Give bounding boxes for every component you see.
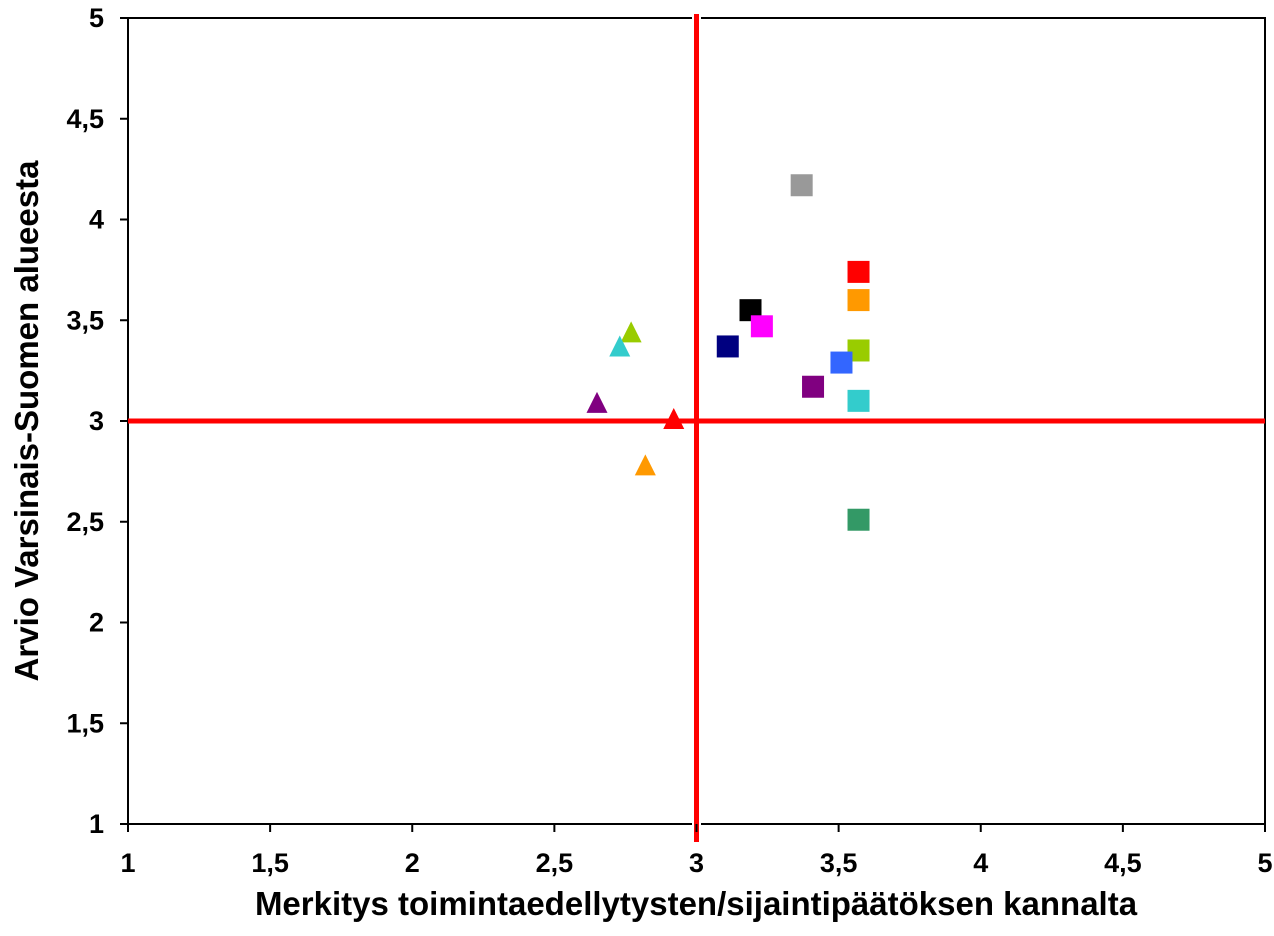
x-tick-label: 1 [120, 848, 135, 878]
x-tick-label: 1,5 [251, 848, 289, 878]
y-tick-label: 3,5 [66, 305, 104, 335]
square-point [847, 339, 870, 362]
triangle-point [609, 335, 631, 357]
triangle-point [586, 391, 608, 413]
square-point [750, 315, 773, 338]
y-tick-label: 2,5 [66, 507, 104, 537]
y-tick-label: 5 [89, 3, 104, 33]
y-tick-label: 4 [89, 205, 104, 235]
square-point [716, 335, 739, 358]
triangle-point [620, 321, 642, 343]
square-point [830, 351, 853, 374]
y-axis-title: Arvio Varsinais-Suomen alueesta [8, 160, 45, 682]
square-point [847, 289, 870, 312]
y-axis-ticks: 1 1,5 2 2,5 3 3,5 4 4,5 5 [66, 3, 128, 839]
x-axis-title: Merkitys toimintaedellytysten/sijaintipä… [255, 885, 1138, 922]
x-tick-label: 4 [973, 848, 988, 878]
square-point [790, 174, 813, 197]
y-tick-label: 1,5 [66, 708, 104, 738]
x-tick-label: 5 [1257, 848, 1272, 878]
triangle-point [663, 407, 685, 429]
x-tick-label: 3 [689, 848, 704, 878]
y-tick-label: 2 [89, 608, 104, 638]
y-tick-label: 4,5 [66, 104, 104, 134]
x-axis-ticks: 1 1,5 2 2,5 3 3,5 4 4,5 5 [120, 824, 1273, 878]
reference-lines [128, 14, 1265, 842]
x-tick-label: 4,5 [1104, 848, 1142, 878]
square-point [847, 508, 870, 531]
square-point [802, 375, 825, 398]
x-tick-label: 3,5 [820, 848, 858, 878]
y-tick-label: 3 [89, 406, 104, 436]
triangle-point [634, 454, 656, 476]
y-tick-label: 1 [89, 809, 104, 839]
x-tick-label: 2,5 [536, 848, 574, 878]
square-point [847, 260, 870, 283]
data-points [586, 174, 870, 531]
x-tick-label: 2 [405, 848, 420, 878]
square-point [847, 389, 870, 412]
